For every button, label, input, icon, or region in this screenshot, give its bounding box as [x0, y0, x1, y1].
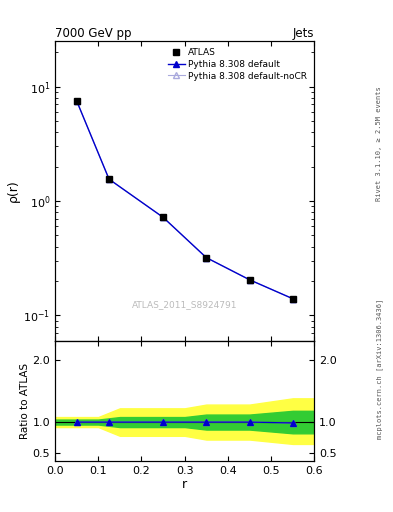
Pythia 8.308 default-noCR	[161, 214, 165, 220]
Line: ATLAS: ATLAS	[73, 98, 296, 302]
ATLAS	[161, 214, 165, 220]
ATLAS	[290, 295, 295, 302]
Pythia 8.308 default	[74, 98, 79, 104]
Text: 7000 GeV pp: 7000 GeV pp	[55, 27, 132, 40]
Y-axis label: ρ(r): ρ(r)	[7, 180, 20, 202]
Text: mcplots.cern.ch [arXiv:1306.3436]: mcplots.cern.ch [arXiv:1306.3436]	[376, 298, 383, 439]
ATLAS	[107, 176, 112, 182]
Legend: ATLAS, Pythia 8.308 default, Pythia 8.308 default-noCR: ATLAS, Pythia 8.308 default, Pythia 8.30…	[165, 46, 310, 83]
ATLAS	[74, 98, 79, 104]
Pythia 8.308 default-noCR	[74, 98, 79, 104]
Pythia 8.308 default	[107, 176, 112, 182]
Text: ATLAS_2011_S8924791: ATLAS_2011_S8924791	[132, 301, 237, 309]
Pythia 8.308 default-noCR	[107, 176, 112, 182]
Pythia 8.308 default-noCR	[204, 254, 209, 261]
ATLAS	[247, 276, 252, 283]
Y-axis label: Ratio to ATLAS: Ratio to ATLAS	[20, 363, 29, 439]
Line: Pythia 8.308 default: Pythia 8.308 default	[73, 98, 296, 302]
Text: Rivet 3.1.10, ≥ 2.5M events: Rivet 3.1.10, ≥ 2.5M events	[376, 86, 382, 201]
Line: Pythia 8.308 default-noCR: Pythia 8.308 default-noCR	[73, 98, 296, 302]
Pythia 8.308 default	[204, 254, 209, 261]
Pythia 8.308 default-noCR	[247, 276, 252, 283]
Text: Jets: Jets	[293, 27, 314, 40]
Pythia 8.308 default-noCR	[290, 295, 295, 302]
X-axis label: r: r	[182, 478, 187, 492]
Pythia 8.308 default	[161, 214, 165, 220]
Pythia 8.308 default	[247, 276, 252, 283]
Pythia 8.308 default	[290, 295, 295, 302]
ATLAS	[204, 254, 209, 261]
